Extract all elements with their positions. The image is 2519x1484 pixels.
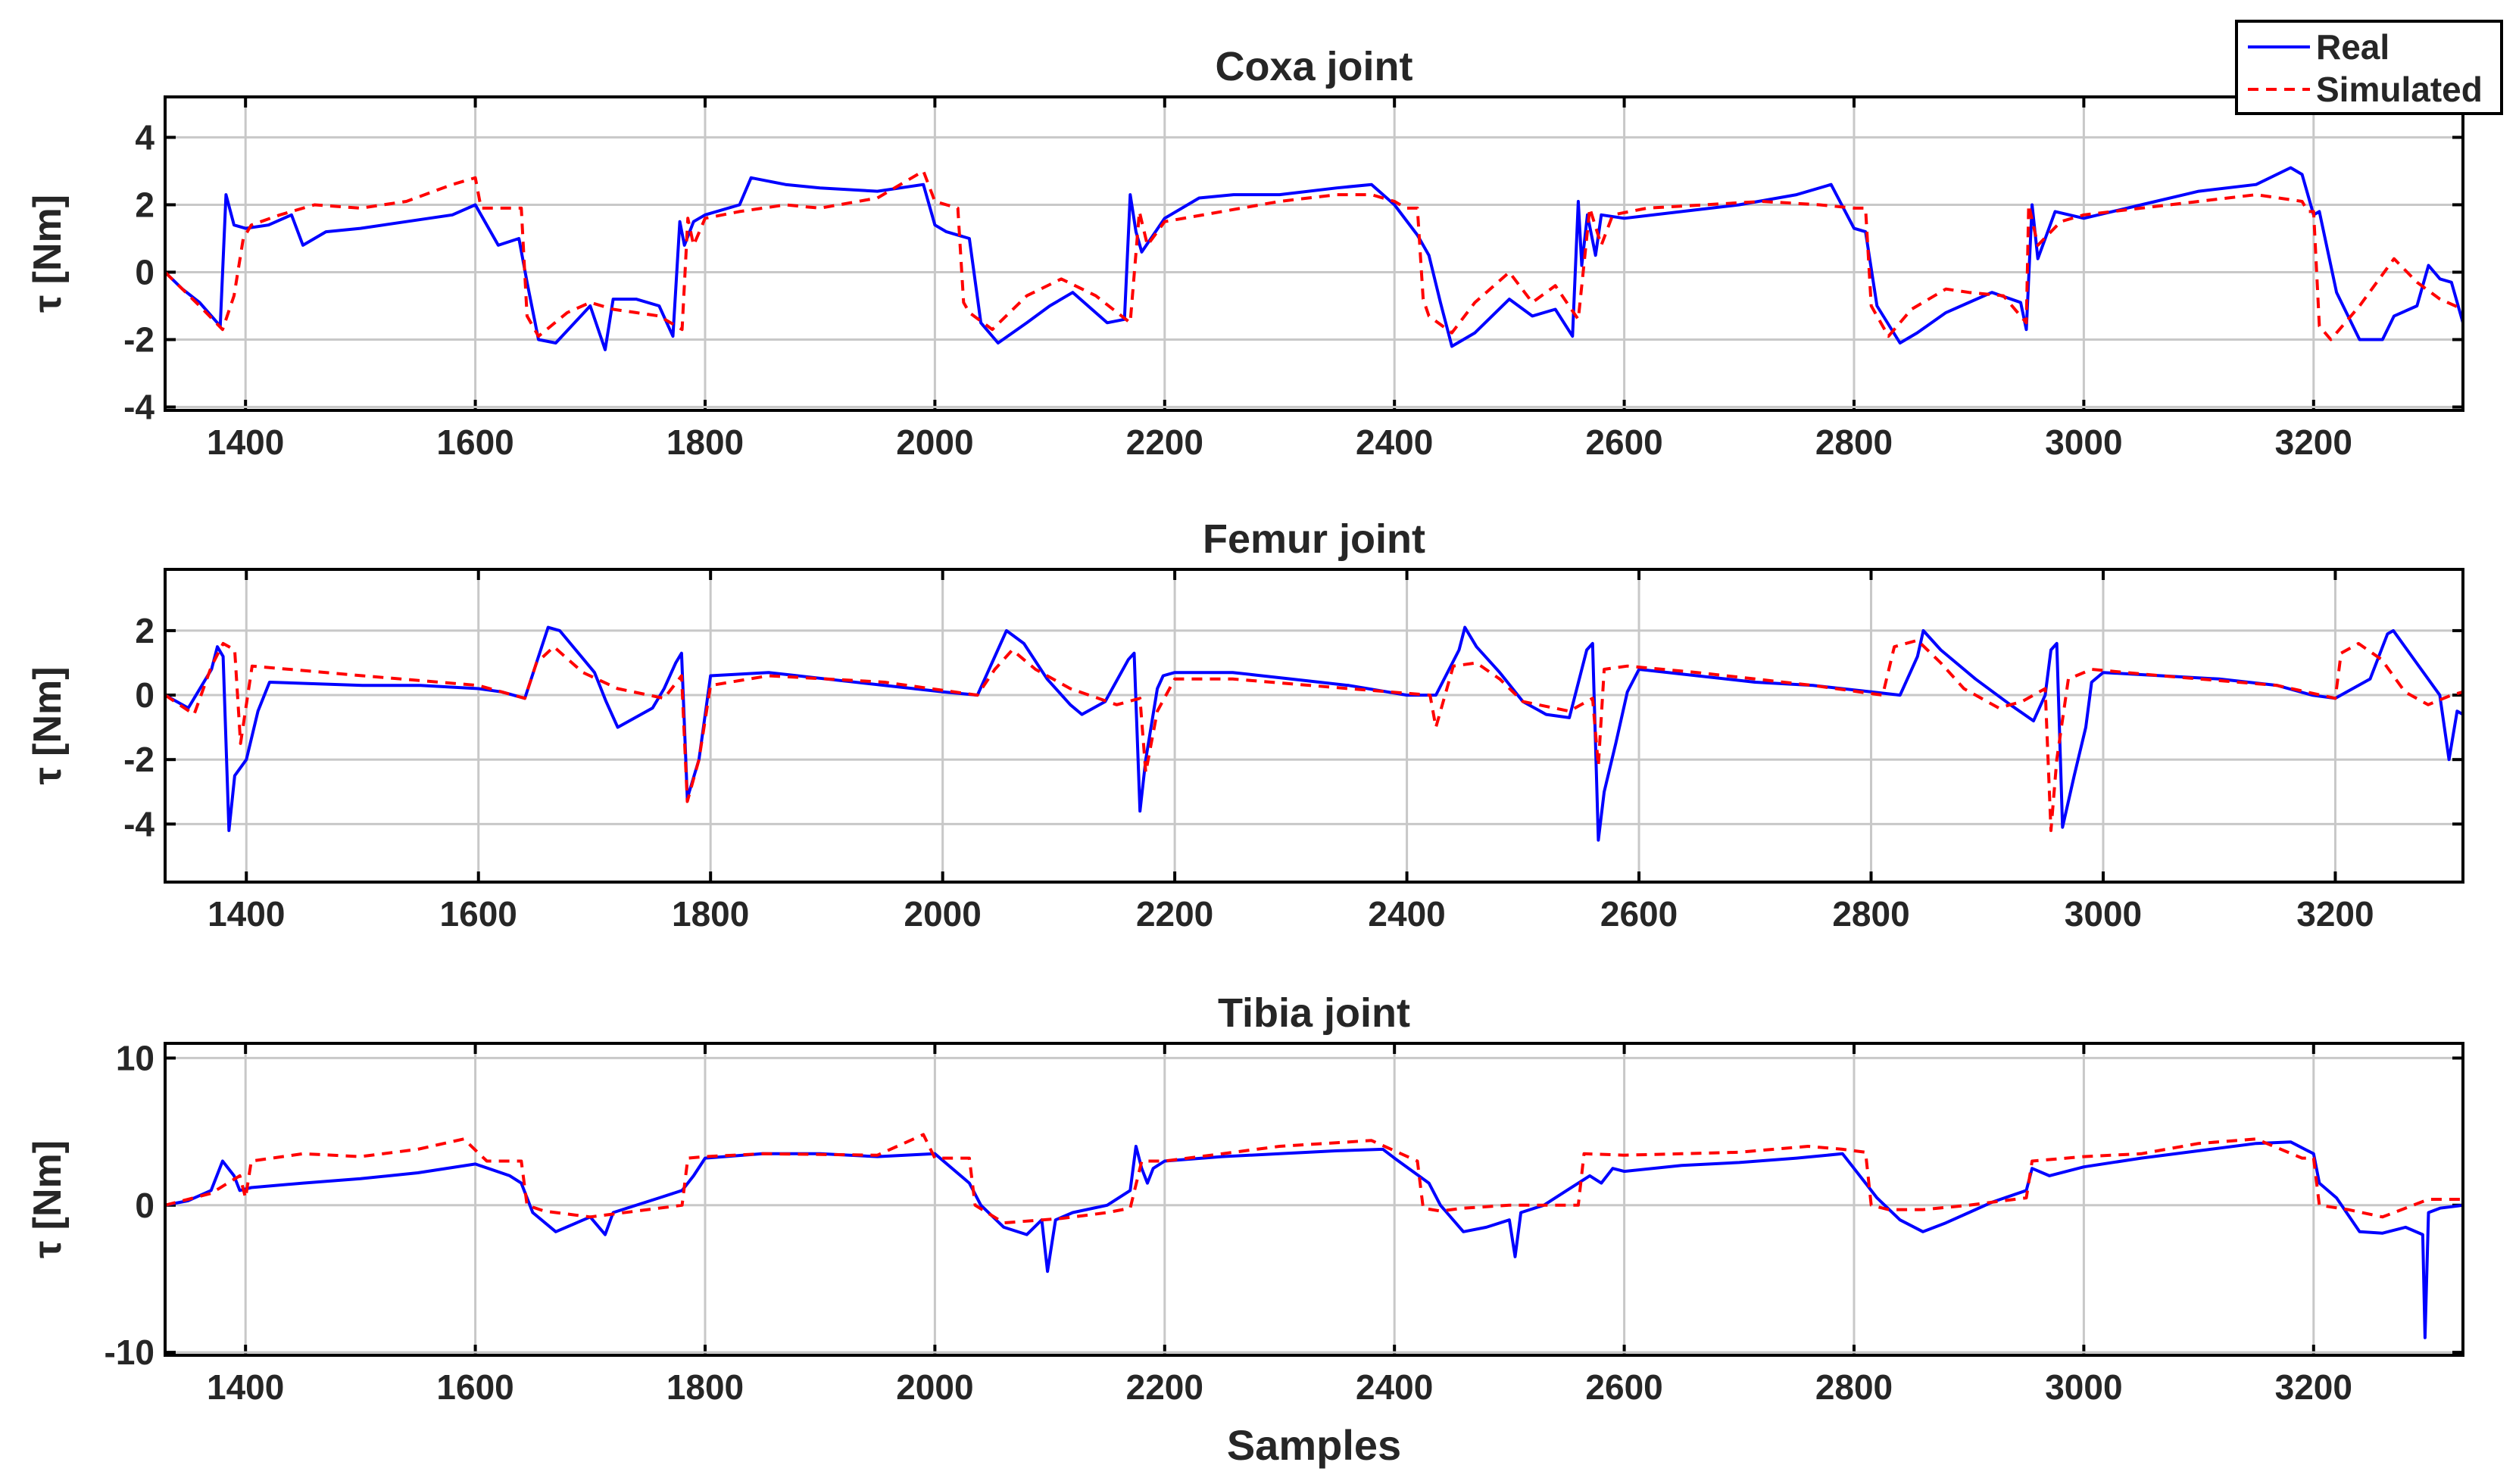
x-tick-label: 2000 <box>904 894 981 934</box>
x-tick-label: 1400 <box>207 1367 284 1407</box>
x-tick-label: 2000 <box>896 422 973 462</box>
y-tick-label: -10 <box>105 1333 155 1372</box>
panel-3: 1400 1600 1800 2000 2200 2400 2600 2800 3000 3200… <box>26 990 2464 1407</box>
panel-1: 1400 1600 1800 2000 2200 2400 2600 2800 3000 3200… <box>26 44 2464 462</box>
legend-simulated-label: Simulated <box>2316 70 2483 109</box>
x-tick-label: 2600 <box>1600 894 1678 934</box>
x-tick-label: 3000 <box>2065 894 2142 934</box>
series-simulated-line <box>165 169 2463 341</box>
x-tick-label: 2400 <box>1356 422 1433 462</box>
y-tick-label: -4 <box>123 804 155 843</box>
y-tick-label: -4 <box>123 388 155 427</box>
x-tick-label: 2800 <box>1832 894 1909 934</box>
series-real-line <box>165 625 2463 842</box>
x-tick-label: 2600 <box>1585 422 1662 462</box>
series-simulated-line <box>165 1133 2463 1225</box>
x-tick-label: 3000 <box>2045 422 2122 462</box>
legend-box <box>2235 20 2503 115</box>
x-tick-label: 1800 <box>666 1367 744 1407</box>
y-tick-label: 0 <box>135 1186 155 1225</box>
panel-title: Coxa joint <box>1215 44 1412 89</box>
x-tick-label: 1600 <box>436 422 513 462</box>
x-tick-label: 2000 <box>896 1367 973 1407</box>
y-tick-label: 4 <box>135 117 155 157</box>
x-tick-label: 3200 <box>2275 1367 2352 1407</box>
y-tick-label: 10 <box>116 1038 155 1077</box>
axes-frame <box>164 1042 2464 1357</box>
panel-2: 1400 1600 1800 2000 2200 2400 2600 2800 3000 3200… <box>26 516 2464 934</box>
y-tick-label: -2 <box>123 320 155 360</box>
y-tick-label: 2 <box>135 185 155 224</box>
x-tick-label: 3200 <box>2275 422 2352 462</box>
x-tick-label: 1800 <box>666 422 744 462</box>
x-tick-label: 2200 <box>1126 422 1203 462</box>
x-tick-label: 2800 <box>1815 1367 1893 1407</box>
x-tick-label: 1600 <box>440 894 517 934</box>
x-tick-label: 1800 <box>672 894 749 934</box>
panels: 1400 1600 1800 2000 2200 2400 2600 2800 3000 3200… <box>26 44 2464 1407</box>
panel-title: Tibia joint <box>1218 990 1410 1036</box>
y-tick-label: -2 <box>123 740 155 779</box>
series-real-line <box>165 1140 2463 1339</box>
x-tick-label: 1600 <box>436 1367 513 1407</box>
y-tick-label: 0 <box>135 675 155 715</box>
x-tick-label: 3200 <box>2296 894 2374 934</box>
x-tick-label: 2200 <box>1136 894 1213 934</box>
x-axis-label: Samples <box>1227 1421 1401 1469</box>
x-tick-label: 2600 <box>1585 1367 1662 1407</box>
x-tick-label: 1400 <box>207 422 284 462</box>
axes-frame <box>164 568 2464 884</box>
legend: Real Simulated <box>2235 20 2503 115</box>
x-tick-label: 2800 <box>1815 422 1893 462</box>
x-tick-label: 2200 <box>1126 1367 1203 1407</box>
x-tick-label: 2400 <box>1368 894 1445 934</box>
x-tick-label: 2400 <box>1356 1367 1433 1407</box>
axes-frame <box>164 95 2464 412</box>
y-tick-label: 2 <box>135 611 155 650</box>
series-simulated-line <box>165 638 2463 832</box>
y-axis-label: τ [Nm] <box>26 1140 70 1258</box>
series-real-line <box>165 166 2463 351</box>
y-tick-label: 0 <box>135 252 155 292</box>
legend-real-label: Real <box>2316 27 2389 67</box>
panel-title: Femur joint <box>1203 516 1425 562</box>
x-tick-label: 3000 <box>2045 1367 2122 1407</box>
y-axis-label: τ [Nm] <box>26 195 70 313</box>
y-axis-label: τ [Nm] <box>26 666 70 784</box>
x-tick-label: 1400 <box>208 894 285 934</box>
